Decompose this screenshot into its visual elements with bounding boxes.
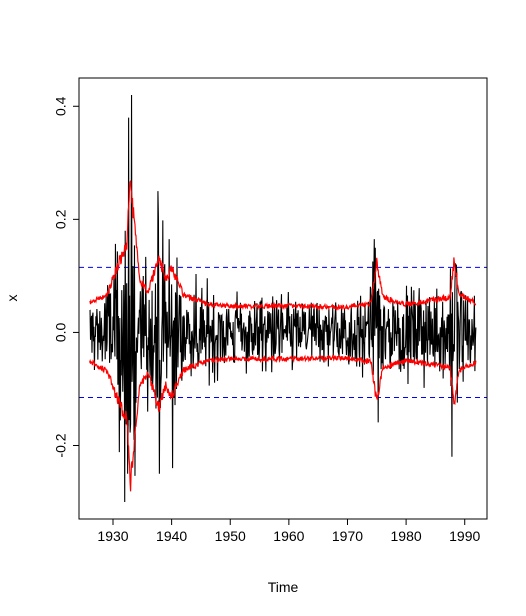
series-line-black [89,94,477,503]
x-axis-label: Time [268,579,299,595]
y-axis-label: x [4,295,20,302]
y-tick-label: 0.2 [53,209,69,229]
x-tick-label: 1980 [391,528,422,544]
y-tick-label: -0.2 [53,433,69,457]
x-tick-label: 1940 [156,528,187,544]
reference-lines [79,266,487,398]
series-red [88,179,477,492]
x-tick-label: 1960 [273,528,304,544]
y-tick-label: 0.0 [53,322,69,342]
x-tick-label: 1970 [332,528,363,544]
series-black [89,94,477,503]
x-axis: 1930 1940 1950 1960 1970 1980 1990 [97,518,481,544]
series-line-red-upper [89,179,477,311]
y-tick-label: 0.4 [53,96,69,116]
x-tick-label: 1930 [97,528,128,544]
x-tick-label: 1990 [449,528,480,544]
x-tick-label: 1950 [215,528,246,544]
y-axis: -0.2 0.0 0.2 0.4 [53,96,80,458]
series-line-red-lower [88,354,477,492]
